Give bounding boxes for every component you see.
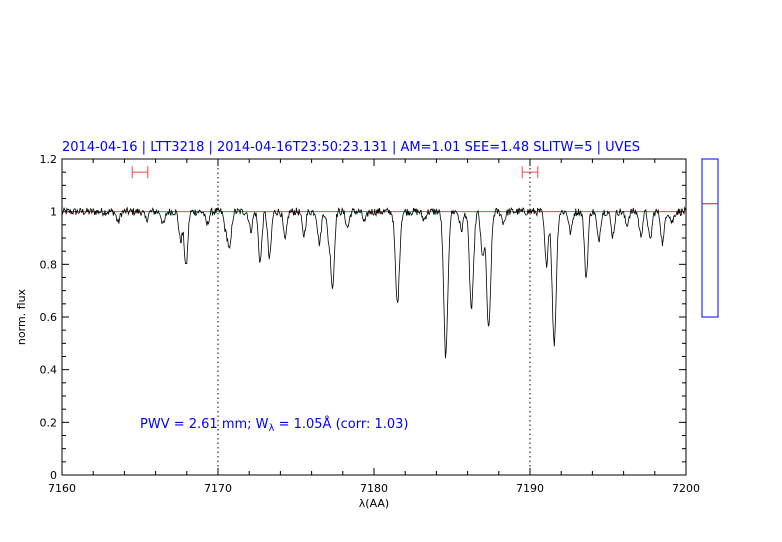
y-axis-label: norm. flux	[15, 288, 28, 345]
y-tick-label: 0.4	[40, 364, 58, 377]
x-tick-label: 7190	[516, 482, 544, 495]
y-axis: 0 0.2 0.4 0.6 0.8 1 1.2	[40, 153, 686, 482]
y-tick-label: 0	[50, 469, 57, 482]
reference-lines	[217, 159, 531, 475]
side-panel	[701, 158, 719, 318]
spectrum-series-line	[61, 206, 687, 359]
annotation-suffix: = 1.05Å (corr: 1.03)	[274, 416, 408, 432]
annotation-subscript: λ	[269, 423, 275, 434]
y-tick-label: 0.8	[40, 258, 58, 271]
x-axis: 7160 7170 7180 7190 7200	[48, 159, 700, 495]
x-tick-label: 7200	[672, 482, 700, 495]
x-tick-label: 7170	[204, 482, 232, 495]
x-tick-label: 7160	[48, 482, 76, 495]
chart-title: 2014-04-16 | LTT3218 | 2014-04-16T23:50:…	[62, 140, 640, 155]
pwv-annotation: PWV = 2.61 mm; Wλ = 1.05Å (corr: 1.03)	[140, 416, 409, 434]
annotation-prefix: PWV = 2.61 mm; W	[140, 417, 269, 432]
error-bars	[131, 166, 539, 179]
y-tick-label: 1	[50, 206, 57, 219]
y-tick-label: 0.2	[40, 416, 58, 429]
y-tick-label: 0.6	[40, 311, 58, 324]
side-panel-frame	[701, 158, 719, 318]
x-axis-label: λ(AA)	[359, 497, 389, 510]
y-tick-label: 1.2	[40, 153, 58, 166]
x-tick-label: 7180	[360, 482, 388, 495]
